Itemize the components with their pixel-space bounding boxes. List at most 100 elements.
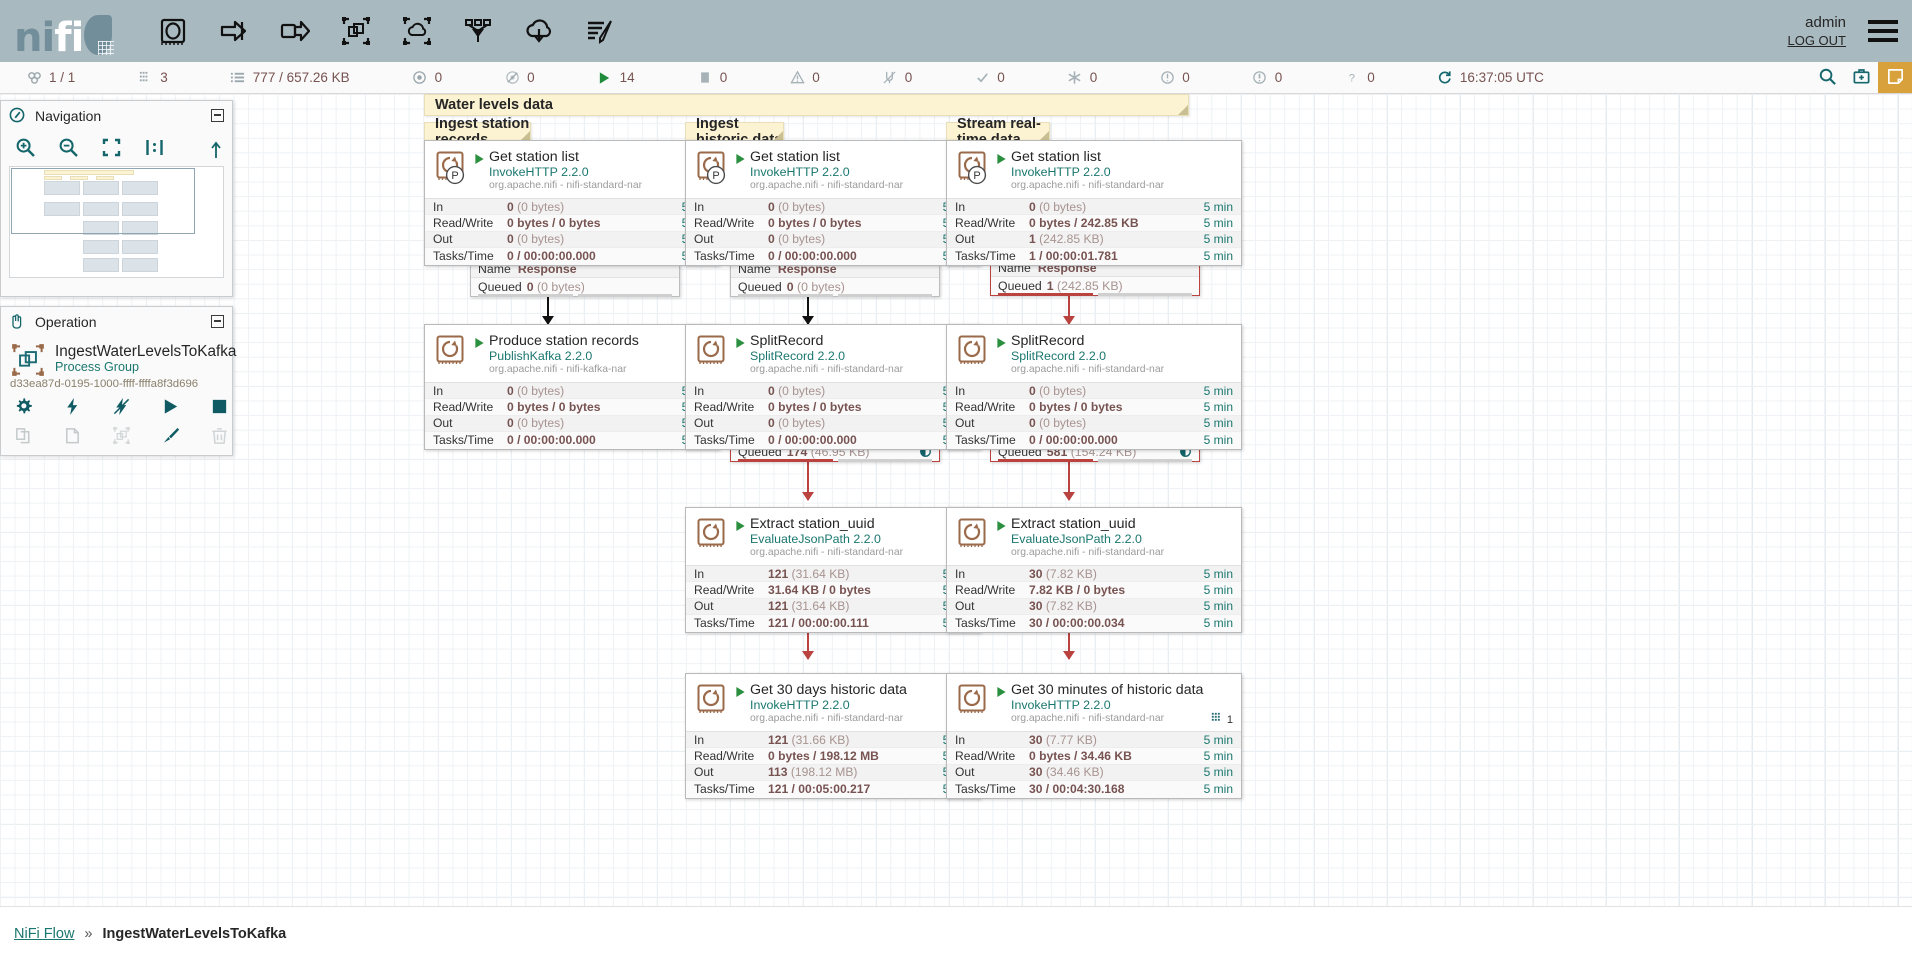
- breadcrumb-root[interactable]: NiFi Flow: [14, 925, 75, 942]
- processor-node[interactable]: P Get station list InvokeHTTP 2.2.0 org.apa…: [424, 140, 720, 266]
- processor-node[interactable]: Get 30 minutes of historic data InvokeHTT…: [946, 673, 1242, 799]
- backpressure-bars: [738, 294, 932, 297]
- search-button[interactable]: [1810, 62, 1844, 93]
- label-icon[interactable]: [583, 14, 617, 48]
- canvas-label[interactable]: Stream real-time data: [946, 116, 1050, 148]
- delete-button: [209, 428, 229, 448]
- operation-buttons-primary: [1, 397, 232, 421]
- stat-label: Tasks/Time: [955, 433, 1016, 448]
- resize-handle[interactable]: [520, 131, 530, 141]
- stat-label: Tasks/Time: [694, 616, 755, 631]
- flow-canvas[interactable]: Water levels data Ingest station records I…: [0, 94, 1912, 906]
- run-status-icon: [993, 333, 1009, 376]
- stat-label: Read/Write: [955, 216, 1016, 231]
- collapse-icon[interactable]: [211, 315, 224, 328]
- processor-name: Extract station_uuid: [1011, 516, 1136, 532]
- run-status-icon: [993, 149, 1009, 192]
- processor-node[interactable]: P Get station list InvokeHTTP 2.2.0 org.apa…: [685, 140, 981, 266]
- minimap-viewport[interactable]: [11, 168, 195, 234]
- stat-label: In: [433, 199, 444, 214]
- status-running: 14: [597, 70, 635, 85]
- status-value: 14: [619, 70, 635, 85]
- processor-node[interactable]: Extract station_uuid EvaluateJsonPath 2.2…: [946, 507, 1242, 633]
- actual-size-icon[interactable]: [144, 137, 165, 158]
- logout-link[interactable]: LOG OUT: [1787, 33, 1846, 48]
- hamburger-menu-icon[interactable]: [1868, 20, 1898, 42]
- output-port-icon[interactable]: [278, 14, 312, 48]
- resize-handle[interactable]: [1178, 105, 1188, 115]
- resize-handle[interactable]: [1039, 131, 1049, 141]
- notes-button[interactable]: [1878, 62, 1912, 93]
- status-value: 16:37:05 UTC: [1459, 70, 1544, 85]
- processor-stat-row: Read/Write 0 bytes / 242.85 KB 5 min: [947, 215, 1241, 232]
- navigation-panel: Navigation: [0, 100, 233, 297]
- stat-label: Tasks/Time: [955, 249, 1016, 264]
- stat-timeframe: 5 min: [1203, 383, 1233, 398]
- status-value: 0: [527, 70, 535, 85]
- fit-screen-icon[interactable]: [101, 137, 122, 158]
- collapse-icon[interactable]: [211, 109, 224, 122]
- run-status-icon: [732, 516, 748, 559]
- processor-bundle: org.apache.nifi - nifi-standard-nar: [750, 364, 904, 375]
- template-icon[interactable]: [522, 14, 556, 48]
- operation-panel: Operation IngestWaterLevelsToKafka Proce…: [0, 306, 236, 456]
- threads-icon: [1211, 712, 1223, 727]
- report-button[interactable]: [1844, 62, 1878, 93]
- processor-node[interactable]: Produce station records PublishKafka 2.2.…: [424, 324, 720, 450]
- processor-stat-row: Read/Write 0 bytes / 0 bytes 5 min: [947, 399, 1241, 416]
- stat-value: 30 (34.46 KB): [1029, 765, 1104, 780]
- canvas-label[interactable]: Water levels data: [424, 94, 1189, 116]
- status-up-to-date: 0: [1067, 70, 1097, 85]
- disable-button[interactable]: [111, 397, 131, 421]
- status-value: 0: [904, 70, 913, 85]
- processor-node[interactable]: SplitRecord SplitRecord 2.2.0 org.apache.n…: [685, 324, 981, 450]
- zoom-in-icon[interactable]: [15, 137, 36, 158]
- process-group-icon[interactable]: [339, 14, 373, 48]
- stat-value: 0 (0 bytes): [507, 416, 565, 431]
- refresh-icon: [1437, 70, 1453, 85]
- stat-value: 30 (7.77 KB): [1029, 732, 1097, 747]
- start-button[interactable]: [160, 399, 180, 419]
- processor-stat-row: In 0 (0 bytes) 5 min: [947, 199, 1241, 216]
- processor-node[interactable]: Get 30 days historic data InvokeHTTP 2.2.…: [685, 673, 981, 799]
- component-toolbar: [156, 14, 617, 48]
- group-button: [111, 426, 131, 448]
- queued-value: 1 (242.85 KB): [1046, 279, 1123, 293]
- processor-icon[interactable]: [156, 14, 190, 48]
- canvas-label[interactable]: Ingest historic data: [685, 116, 784, 148]
- enable-button[interactable]: [62, 397, 82, 419]
- colorize-button[interactable]: [160, 426, 180, 450]
- stat-value: 0 (0 bytes): [768, 199, 826, 214]
- stat-value: 1 / 00:00:01.781: [1029, 249, 1118, 264]
- stop-button[interactable]: [209, 399, 229, 419]
- remote-process-group-icon[interactable]: [400, 14, 434, 48]
- funnel-icon[interactable]: [461, 14, 495, 48]
- processor-node[interactable]: P Get station list InvokeHTTP 2.2.0 org.apa…: [946, 140, 1242, 266]
- canvas-label[interactable]: Ingest station records: [424, 116, 531, 148]
- expand-arrow-icon[interactable]: [209, 141, 223, 164]
- processor-type: InvokeHTTP 2.2.0: [489, 165, 589, 179]
- processor-name: Get 30 minutes of historic data: [1011, 682, 1204, 698]
- input-port-icon[interactable]: [217, 14, 251, 48]
- transmitting-icon: [412, 70, 428, 85]
- stat-value: 0 bytes / 0 bytes: [507, 216, 601, 231]
- configure-button[interactable]: [13, 398, 33, 419]
- search-icon: [1818, 67, 1837, 89]
- stat-value: 0 (0 bytes): [1029, 416, 1087, 431]
- lightning-off-icon: [112, 397, 131, 421]
- zoom-out-icon[interactable]: [58, 137, 79, 158]
- backpressure-bars: [738, 459, 932, 462]
- status-queue: 777 / 657.26 KB: [230, 70, 350, 85]
- brush-icon: [161, 426, 180, 450]
- processor-node[interactable]: SplitRecord SplitRecord 2.2.0 org.apache.n…: [946, 324, 1242, 450]
- processor-node[interactable]: Extract station_uuid EvaluateJsonPath 2.2…: [685, 507, 981, 633]
- resize-handle[interactable]: [773, 131, 783, 141]
- processor-stat-row: Out 1 (242.85 KB) 5 min: [947, 231, 1241, 249]
- minimap[interactable]: [9, 166, 224, 278]
